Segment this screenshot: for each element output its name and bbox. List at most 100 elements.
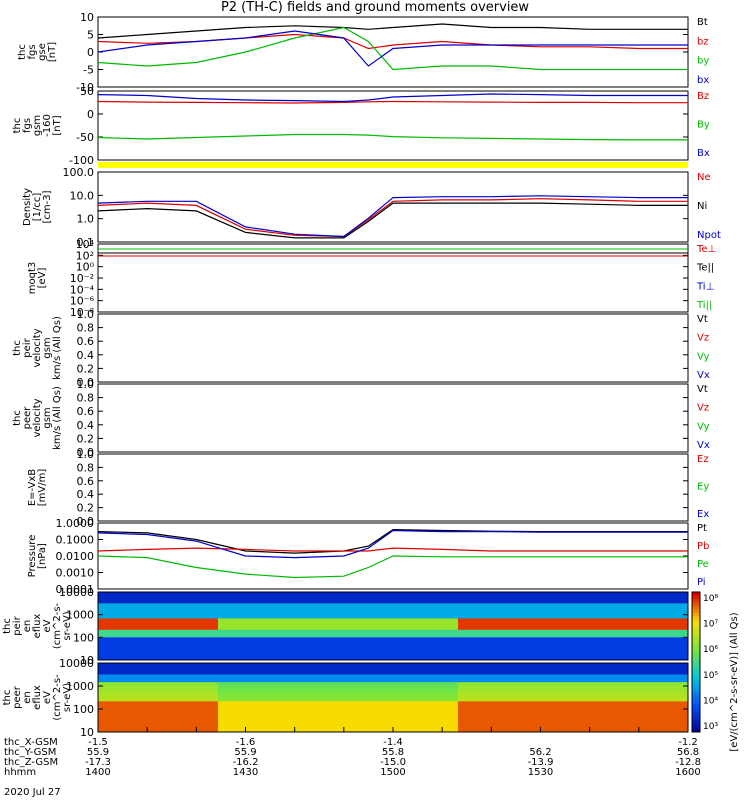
spectrogram-cell bbox=[378, 686, 389, 691]
spectrogram-cell bbox=[618, 599, 629, 604]
spectrogram-cell bbox=[488, 712, 499, 717]
spectrogram-cell bbox=[348, 712, 359, 717]
spectrogram-cell bbox=[678, 641, 689, 646]
spectrogram-cell bbox=[668, 603, 679, 608]
spectrogram-cell bbox=[158, 599, 169, 604]
spectrogram-cell bbox=[408, 618, 419, 623]
spectrogram-cell bbox=[298, 607, 309, 612]
spectrogram-cell bbox=[308, 705, 319, 710]
spectrogram-cell bbox=[328, 641, 339, 646]
panel-label: sr-eV) bbox=[62, 683, 73, 712]
spectrogram-cell bbox=[308, 686, 319, 691]
spectrogram-cell bbox=[588, 622, 599, 627]
spectrogram-cell bbox=[518, 626, 529, 631]
spectrogram-cell bbox=[178, 720, 189, 725]
spectrogram-cell bbox=[118, 670, 129, 675]
spectrogram-cell bbox=[178, 614, 189, 619]
spectrogram-cell bbox=[548, 644, 559, 649]
spectrogram-cell bbox=[268, 678, 279, 683]
spectrogram-cell bbox=[538, 629, 549, 634]
spectrogram-cell bbox=[298, 626, 309, 631]
colorbar-segment bbox=[692, 683, 700, 687]
spectrogram-cell bbox=[348, 644, 359, 649]
spectrogram-cell bbox=[138, 622, 149, 627]
spectrogram-cell bbox=[98, 709, 109, 714]
spectrogram-cell bbox=[478, 670, 489, 675]
panel-label: (cm^2-s- bbox=[52, 602, 63, 649]
spectrogram-cell bbox=[348, 682, 359, 687]
spectrogram-cell bbox=[658, 712, 669, 717]
spectrogram-cell bbox=[528, 705, 539, 710]
spectrogram-cell bbox=[278, 701, 289, 706]
spectrogram-cell bbox=[138, 610, 149, 615]
spectrogram-cell bbox=[158, 689, 169, 694]
spectrogram-cell bbox=[568, 607, 579, 612]
y-tick-label: 10⁻⁶ bbox=[70, 295, 95, 308]
spectrogram-cell bbox=[268, 720, 279, 725]
spectrogram-cell bbox=[368, 712, 379, 717]
spectrogram-cell bbox=[438, 599, 449, 604]
spectrogram-cell bbox=[198, 697, 209, 702]
panel-label: thc bbox=[2, 618, 13, 634]
spectrogram-cell bbox=[148, 724, 159, 729]
spectrogram-cell bbox=[478, 686, 489, 691]
spectrogram-cell bbox=[348, 705, 359, 710]
spectrogram-cell bbox=[608, 637, 619, 642]
spectrogram-cell bbox=[368, 648, 379, 653]
spectrogram-cell bbox=[628, 648, 639, 653]
spectrogram-cell bbox=[638, 633, 649, 638]
spectrogram-cell bbox=[528, 656, 539, 661]
spectrogram-cell bbox=[268, 689, 279, 694]
spectrogram-cell bbox=[558, 674, 569, 679]
spectrogram-cell bbox=[508, 720, 519, 725]
panel-label: km/s (All Qs) bbox=[52, 316, 63, 380]
y-tick-label: 10 bbox=[80, 654, 94, 667]
spectrogram-cell bbox=[248, 648, 259, 653]
x-axis-value: 1530 bbox=[528, 767, 553, 778]
spectrogram-cell bbox=[458, 670, 469, 675]
spectrogram-cell bbox=[128, 686, 139, 691]
spectrogram-cell bbox=[188, 693, 199, 698]
y-tick-label: 1.0 bbox=[77, 308, 95, 321]
series-line-bt bbox=[97, 23, 688, 39]
spectrogram-cell bbox=[248, 674, 259, 679]
spectrogram-cell bbox=[618, 686, 629, 691]
spectrogram-cell bbox=[478, 724, 489, 729]
spectrogram-cell bbox=[288, 614, 299, 619]
spectrogram-cell bbox=[608, 663, 619, 668]
spectrogram-cell bbox=[178, 697, 189, 702]
spectrogram-cell bbox=[448, 716, 459, 721]
spectrogram-cell bbox=[648, 629, 659, 634]
spectrogram-cell bbox=[638, 709, 649, 714]
spectrogram-cell bbox=[338, 666, 349, 671]
spectrogram-cell bbox=[348, 674, 359, 679]
spectrogram-cell bbox=[368, 629, 379, 634]
spectrogram-cell bbox=[398, 701, 409, 706]
spectrogram-cell bbox=[558, 678, 569, 683]
spectrogram-cell bbox=[678, 644, 689, 649]
spectrogram-cell bbox=[448, 701, 459, 706]
y-tick-label: 100 bbox=[73, 703, 94, 716]
spectrogram-cell bbox=[328, 720, 339, 725]
spectrogram-cell bbox=[528, 633, 539, 638]
spectrogram-cell bbox=[118, 686, 129, 691]
spectrogram-cell bbox=[608, 689, 619, 694]
series-line-bx bbox=[97, 93, 688, 103]
spectrogram-cell bbox=[358, 678, 369, 683]
spectrogram-cell bbox=[308, 716, 319, 721]
spectrogram-cell bbox=[228, 712, 239, 717]
spectrogram-cell bbox=[508, 686, 519, 691]
spectrogram-cell bbox=[258, 607, 269, 612]
spectrogram-cell bbox=[658, 595, 669, 600]
spectrogram-cell bbox=[128, 670, 139, 675]
spectrogram-cell bbox=[368, 663, 379, 668]
series-line-pi bbox=[97, 529, 688, 559]
spectrogram-cell bbox=[678, 682, 689, 687]
spectrogram-cell bbox=[278, 689, 289, 694]
spectrogram-cell bbox=[378, 720, 389, 725]
spectrogram-cell bbox=[158, 724, 169, 729]
spectrogram-cell bbox=[208, 693, 219, 698]
spectrogram-cell bbox=[118, 678, 129, 683]
spectrogram-cell bbox=[258, 641, 269, 646]
spectrogram-cell bbox=[108, 720, 119, 725]
